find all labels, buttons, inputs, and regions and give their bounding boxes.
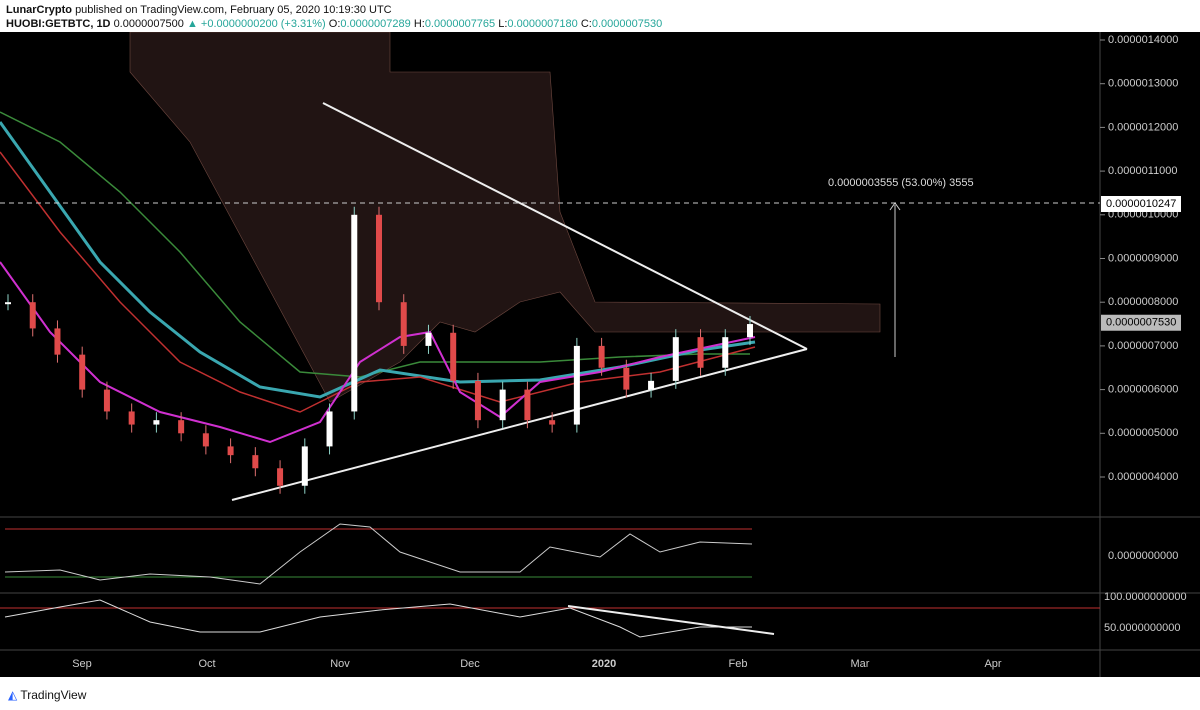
candle: [524, 389, 531, 421]
candle: [598, 345, 605, 368]
osc-axis-label: 0.0000000000: [1108, 550, 1178, 562]
y-tick-label: 0.0000004000: [1108, 471, 1178, 483]
candle: [697, 337, 704, 368]
rsi-axis-label: 100.0000000000: [1104, 591, 1187, 603]
candle: [202, 433, 209, 447]
measure-arrow-head: [889, 202, 901, 211]
candle: [450, 332, 457, 381]
candle: [351, 214, 358, 412]
rsi-trendline: [567, 605, 775, 635]
ichimoku-cloud: [129, 32, 881, 403]
candle: [648, 380, 655, 390]
ohlc-line: HUOBI:GETBTC, 1D 0.0000007500 ▲ +0.00000…: [6, 18, 663, 30]
y-tick-label: 0.0000005000: [1108, 427, 1178, 439]
candle: [29, 302, 36, 329]
y-tick-label: 0.0000006000: [1108, 384, 1178, 396]
candle: [103, 389, 110, 412]
candle: [747, 324, 753, 338]
x-tick-label: Oct: [198, 658, 215, 670]
chart: 0.0000003555 (53.00%) 3555 0.0000004000 0…: [0, 32, 1200, 677]
price-label-box: [1101, 314, 1181, 331]
candle: [672, 337, 679, 381]
measure-label: 0.0000003555 (53.00%) 3555: [828, 177, 974, 189]
footer-logo: ◭ TradingView: [8, 688, 87, 702]
x-tick-label: Feb: [729, 658, 748, 670]
candle: [252, 455, 259, 469]
moving-average: [0, 111, 750, 378]
y-tick-label: 0.0000014000: [1108, 34, 1178, 46]
price-label-box: [1101, 196, 1181, 213]
publish-line: LunarCrypto published on TradingView.com…: [6, 4, 392, 16]
candle: [722, 337, 729, 368]
candle: [128, 411, 135, 425]
x-tick-label: Apr: [984, 658, 1001, 670]
candle: [425, 332, 432, 346]
candle: [178, 420, 185, 434]
x-tick-label: 2020: [592, 658, 616, 670]
candle: [623, 367, 630, 390]
x-tick-label: Sep: [72, 658, 92, 670]
y-tick-label: 0.0000012000: [1108, 121, 1178, 133]
candle: [474, 380, 481, 421]
candle: [153, 420, 160, 425]
price-label: 0.0000010247: [1106, 198, 1176, 210]
candle: [549, 420, 556, 425]
candle: [5, 302, 11, 305]
rsi-axis-label: 50.0000000000: [1104, 622, 1180, 634]
x-tick-label: Nov: [330, 658, 350, 670]
candle: [79, 354, 86, 390]
candle: [499, 389, 506, 421]
y-tick-label: 0.0000008000: [1108, 296, 1178, 308]
y-tick-label: 0.0000011000: [1108, 165, 1178, 177]
candle: [301, 446, 308, 486]
candle: [54, 328, 61, 355]
y-tick-label: 0.0000013000: [1108, 78, 1178, 90]
candle: [227, 446, 234, 456]
oscillator: [4, 523, 753, 585]
y-tick-label: 0.0000009000: [1108, 252, 1178, 264]
candle: [376, 214, 382, 303]
x-tick-label: Dec: [460, 658, 480, 670]
trendline: [231, 348, 808, 501]
moving-average: [0, 151, 756, 413]
x-tick-label: Mar: [851, 658, 870, 670]
moving-average: [0, 261, 756, 444]
rsi-line: [4, 599, 752, 638]
candle: [573, 345, 580, 425]
candle: [326, 411, 333, 447]
axis-bg: [1100, 32, 1200, 677]
trendline: [322, 102, 808, 350]
price-label: 0.0000007530: [1106, 317, 1176, 329]
candle: [277, 468, 284, 486]
candle: [400, 302, 407, 346]
y-tick-label: 0.0000007000: [1108, 340, 1178, 352]
